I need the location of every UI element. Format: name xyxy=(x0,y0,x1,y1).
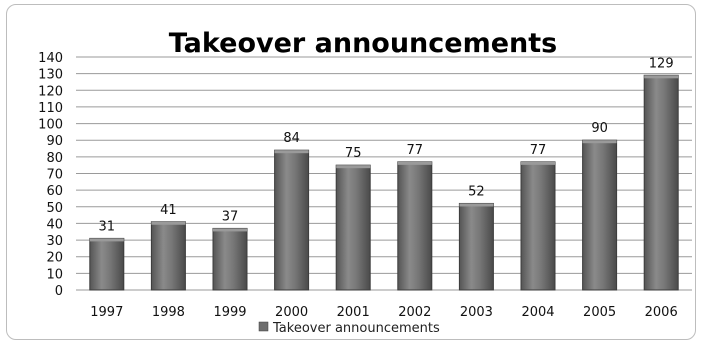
x-tick-label: 2003 xyxy=(460,305,493,320)
bar-top-cap xyxy=(582,140,617,144)
bar-2004 xyxy=(520,161,556,291)
x-axis-ticks: 1997 1998 1999 2000 2001 2002 2003 2004 2005 2006 xyxy=(90,305,677,320)
y-tick-label: 100 xyxy=(38,118,63,133)
legend-label: Takeover announcements xyxy=(272,321,440,336)
y-tick-label: 10 xyxy=(46,267,63,282)
bar-top-cap xyxy=(336,165,371,169)
x-tick-label: 1998 xyxy=(152,305,185,320)
y-tick-label: 70 xyxy=(46,168,63,183)
bars xyxy=(89,74,679,291)
x-tick-label: 1999 xyxy=(213,305,246,320)
bar-top-cap xyxy=(151,221,186,225)
bar-1997 xyxy=(89,237,125,291)
y-tick-label: 30 xyxy=(46,234,63,249)
data-label: 75 xyxy=(345,146,362,161)
y-tick-label: 110 xyxy=(38,101,63,116)
data-label: 41 xyxy=(160,203,177,218)
y-tick-label: 40 xyxy=(46,217,63,232)
bar-1999 xyxy=(212,227,248,291)
data-label: 84 xyxy=(283,131,300,146)
legend: Takeover announcements xyxy=(258,321,440,336)
chart-title: Takeover announcements xyxy=(169,28,558,59)
data-label: 77 xyxy=(407,143,424,158)
bar-1998 xyxy=(150,221,186,291)
bar-top-cap xyxy=(274,150,309,154)
y-tick-label: 130 xyxy=(38,68,63,83)
bar-2003 xyxy=(458,202,494,291)
bar-top-cap xyxy=(213,228,247,232)
y-tick-label: 50 xyxy=(46,201,63,216)
bar-2005 xyxy=(582,139,618,291)
x-tick-label: 2000 xyxy=(275,305,308,320)
bar-2006 xyxy=(643,74,679,291)
data-labels: 31 41 37 84 75 77 52 77 90 129 xyxy=(99,56,674,234)
bar-top-cap xyxy=(89,238,124,242)
data-label: 52 xyxy=(468,184,485,199)
data-label: 129 xyxy=(649,56,674,71)
data-label: 37 xyxy=(222,209,239,224)
x-tick-label: 2001 xyxy=(337,305,370,320)
bar-2000 xyxy=(274,149,310,291)
x-tick-label: 1997 xyxy=(90,305,123,320)
legend-swatch xyxy=(258,321,269,332)
y-tick-label: 90 xyxy=(46,134,63,149)
x-tick-label: 2006 xyxy=(645,305,678,320)
x-tick-label: 2002 xyxy=(398,305,431,320)
y-tick-label: 60 xyxy=(46,184,63,199)
data-label: 77 xyxy=(530,143,547,158)
y-tick-label: 20 xyxy=(46,251,63,266)
bar-top-cap xyxy=(521,161,555,165)
data-label: 31 xyxy=(99,219,116,234)
x-tick-label: 2004 xyxy=(521,305,554,320)
bar-top-cap xyxy=(459,203,494,207)
y-tick-label: 140 xyxy=(38,51,63,66)
bar-2002 xyxy=(397,161,433,291)
data-label: 90 xyxy=(591,121,608,136)
y-tick-label: 0 xyxy=(55,284,63,299)
y-tick-label: 120 xyxy=(38,84,63,99)
bar-2001 xyxy=(335,164,371,291)
bar-top-cap xyxy=(644,75,679,79)
x-tick-label: 2005 xyxy=(583,305,616,320)
bar-top-cap xyxy=(397,161,432,165)
y-tick-label: 80 xyxy=(46,151,63,166)
